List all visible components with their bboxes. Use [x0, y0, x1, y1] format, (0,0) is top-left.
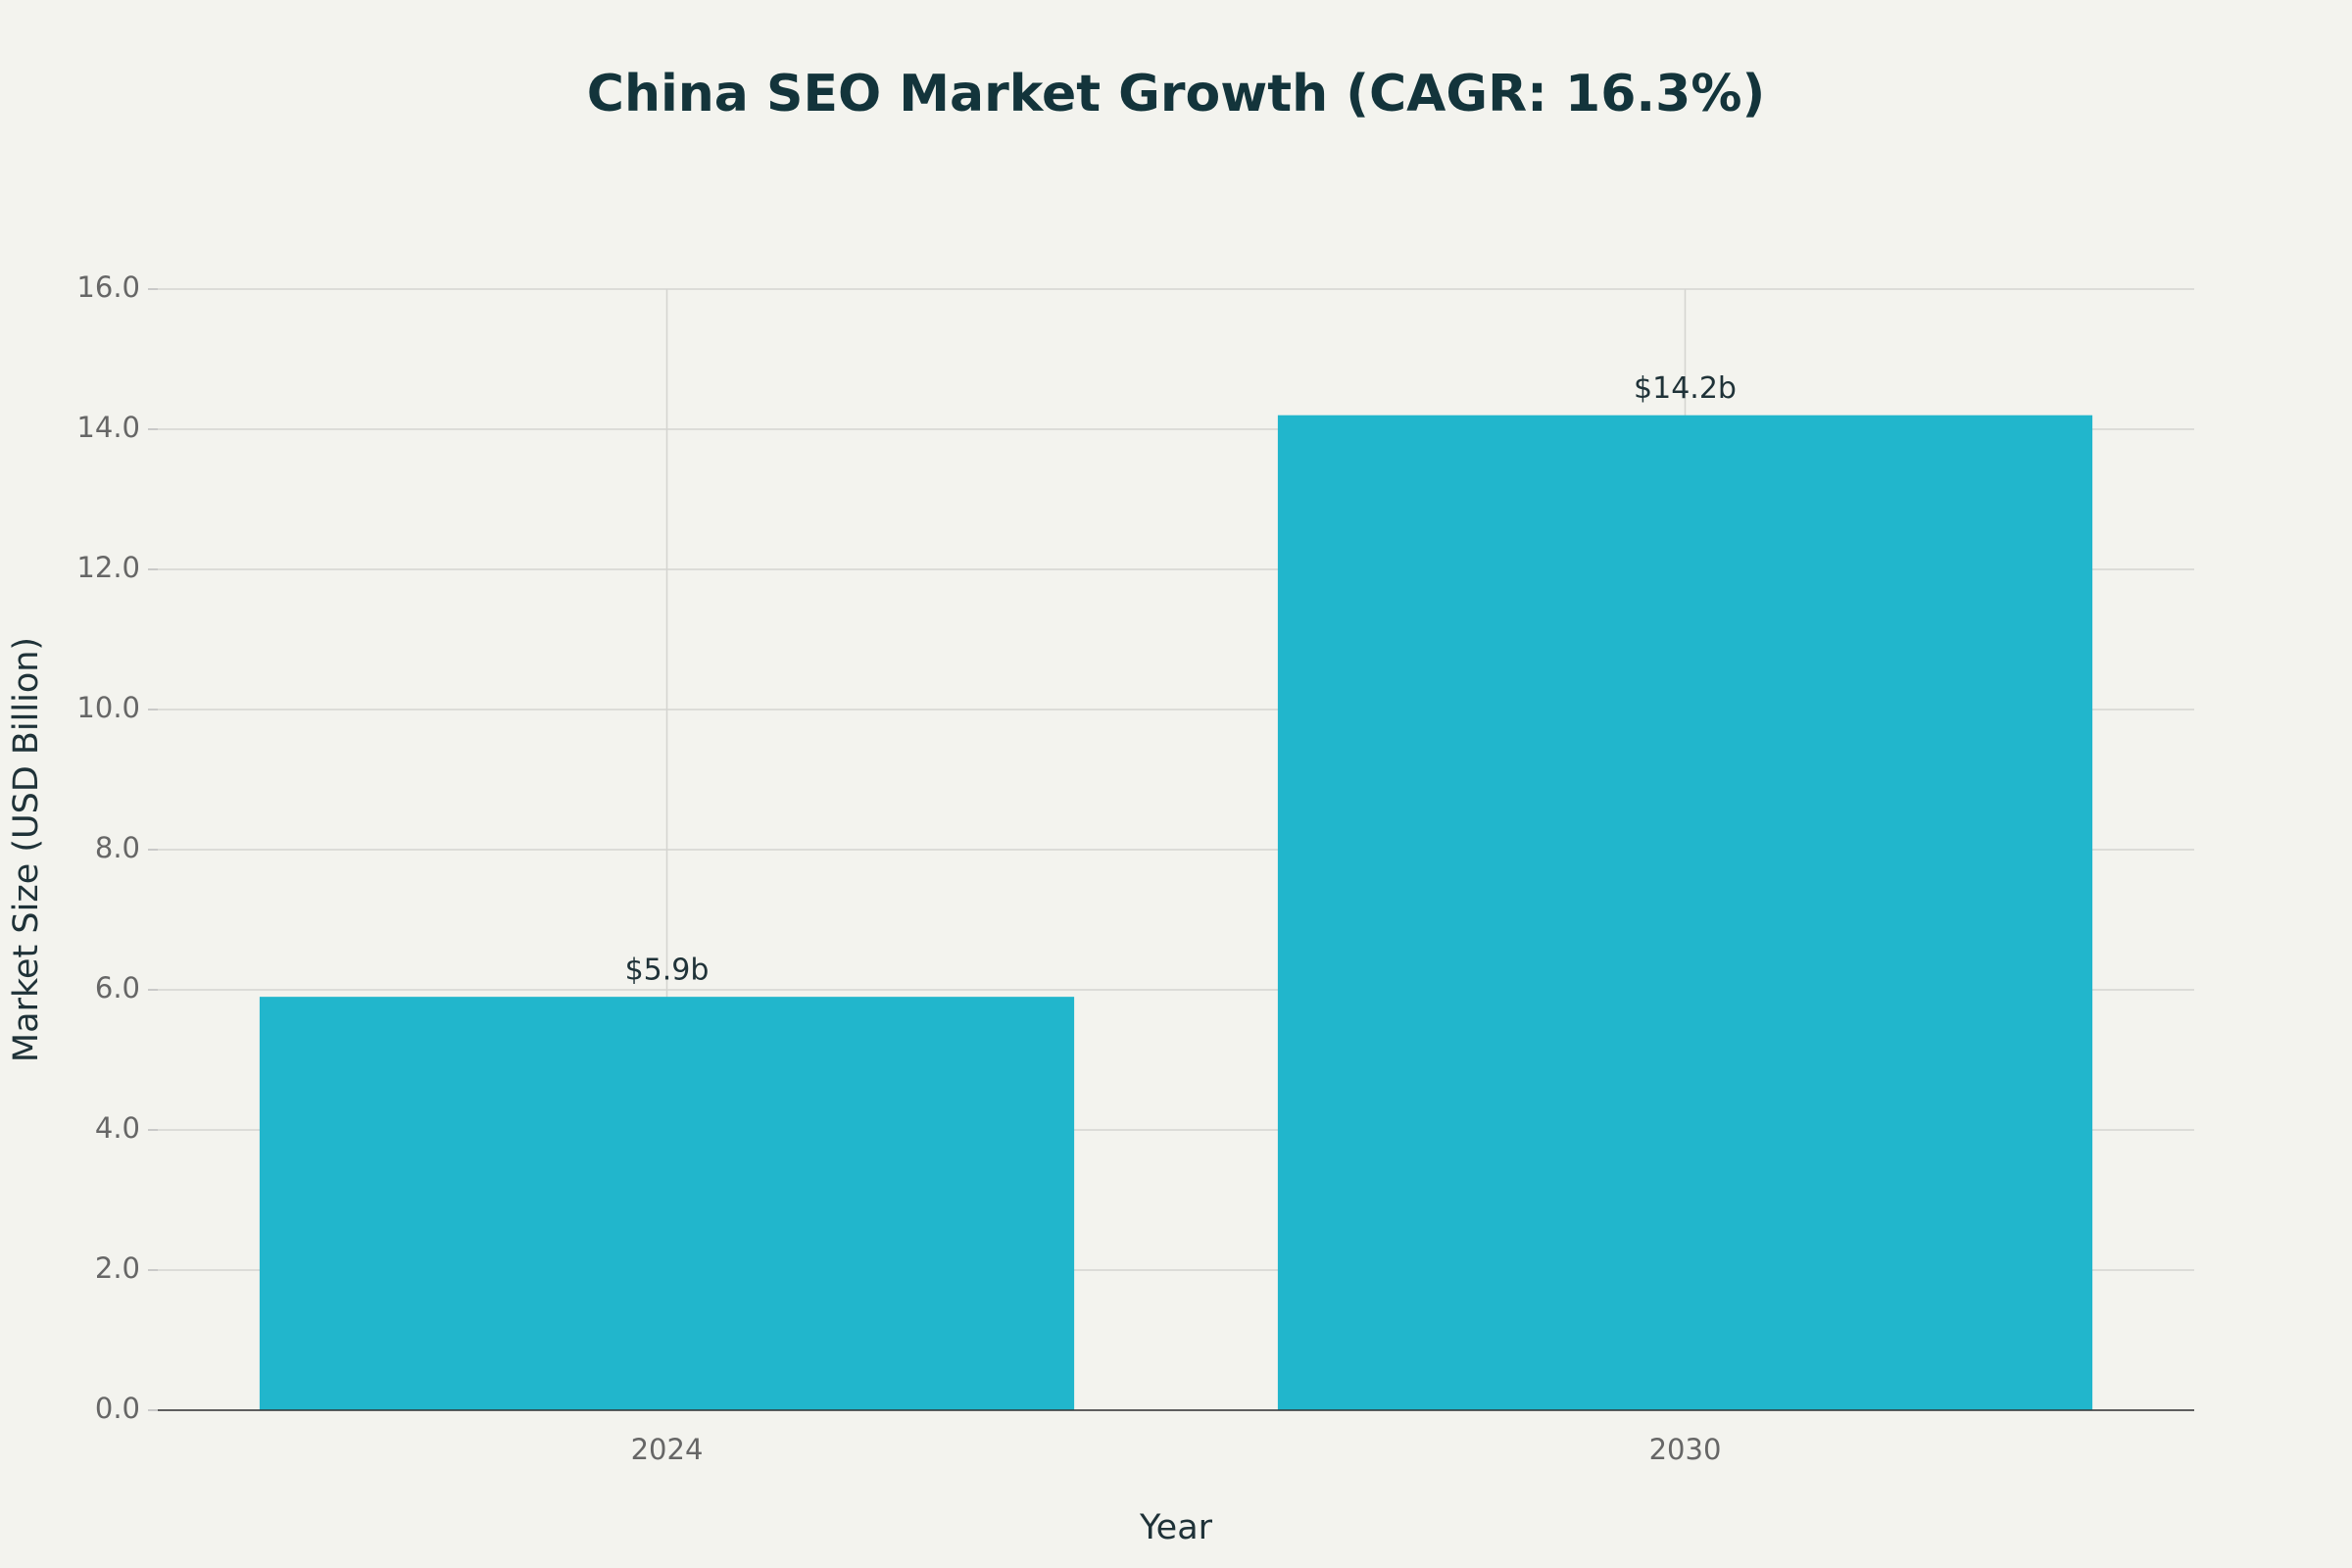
value-label: $5.9b — [625, 954, 710, 988]
y-tick-label: 14.0 — [76, 411, 140, 444]
y-tick-label: 12.0 — [76, 551, 140, 584]
y-tick-label: 4.0 — [95, 1111, 140, 1145]
value-label: $14.2b — [1634, 371, 1737, 406]
y-tick-label: 16.0 — [76, 270, 140, 304]
y-tick-label: 0.0 — [95, 1392, 140, 1425]
x-axis-title: Year — [1139, 1508, 1213, 1547]
x-tick-label: 2030 — [1649, 1433, 1722, 1466]
x-tick-label: 2024 — [631, 1433, 704, 1466]
bar — [1277, 415, 2093, 1410]
y-tick-label: 2.0 — [95, 1251, 140, 1285]
chart-title: China SEO Market Growth (CAGR: 16.3%) — [587, 65, 1765, 123]
y-tick-label: 10.0 — [76, 691, 140, 724]
y-tick-label: 6.0 — [95, 971, 140, 1004]
bar — [259, 997, 1075, 1410]
y-tick-label: 8.0 — [95, 831, 140, 864]
y-axis-title: Market Size (USD Billion) — [7, 637, 46, 1062]
